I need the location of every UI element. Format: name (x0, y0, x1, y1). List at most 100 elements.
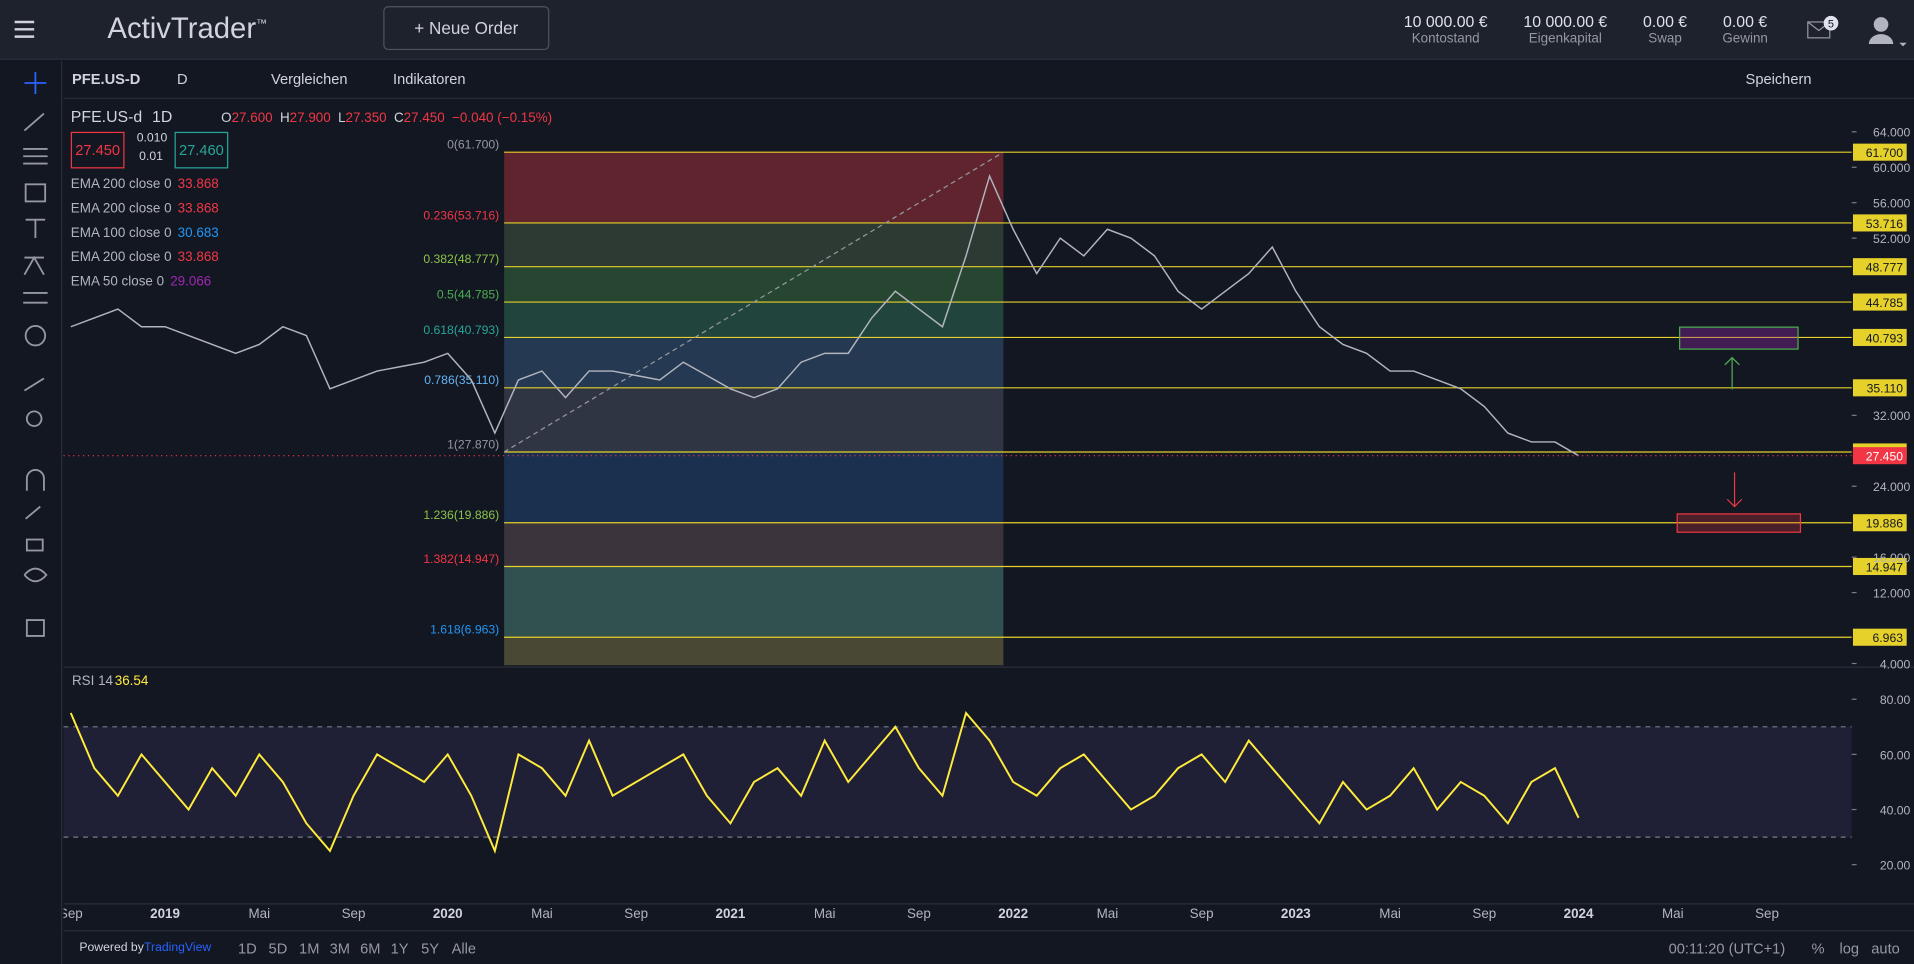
user-icon[interactable] (1868, 13, 1910, 50)
auto-toggle: auto (1871, 939, 1900, 957)
fib-tag-label: 40.793 (1866, 331, 1903, 345)
save-button[interactable]: Speichern (1745, 70, 1812, 88)
range-button[interactable]: Alle (451, 939, 477, 957)
y-tick-label: 24.000 (1873, 480, 1910, 494)
legend-interval: 1D (151, 107, 173, 126)
percent-toggle: % (1811, 939, 1825, 957)
range-button[interactable]: 3M (329, 939, 350, 957)
rsi-line (69, 711, 1580, 854)
ohlc-value: 27.600 (231, 111, 273, 126)
trademark: ™ (256, 17, 268, 30)
ohlc-value: 27.900 (289, 111, 331, 126)
price-line (70, 173, 1579, 457)
range-button[interactable]: 5Y (421, 939, 440, 957)
fib-band (504, 637, 1004, 666)
fib-tag (1852, 557, 1907, 576)
target-up (1679, 326, 1799, 350)
indicator-value: 33.868 (177, 201, 219, 217)
messages-count: 5 (1828, 18, 1834, 30)
x-tick-label: Sep (1755, 906, 1779, 921)
range-button[interactable]: 1D (238, 939, 257, 957)
indicator: EMA 200 close 0 33.868 (71, 177, 219, 192)
x-tick-label: 2020 (433, 906, 463, 921)
fib-tag (1852, 258, 1907, 276)
fib-band (504, 222, 1004, 267)
y-tick-label: 64.000 (1873, 126, 1910, 140)
indicator-value: 33.868 (177, 250, 219, 265)
indicator-name: EMA 200 close 0 (70, 201, 172, 217)
fib-tag-label: 48.777 (1866, 261, 1903, 275)
fib-tag (1852, 214, 1907, 232)
footer: Powered by TradingView 1D 5D 1M 3M 6M 1Y 5Y Alle 0… (63, 930, 1914, 964)
indicator: EMA 50 close 0 29.066 (71, 275, 211, 290)
tool-icons[interactable] (0, 61, 61, 671)
messages-icon[interactable]: 5 (1807, 15, 1844, 44)
stat-value: 10 000.00 € (1403, 12, 1488, 31)
fib-tag-label: 35.110 (1867, 382, 1904, 396)
indicator-value: 29.066 (170, 274, 212, 290)
stat-value: 0.00 € (1643, 12, 1688, 31)
y-tick-label: 56.000 (1873, 197, 1910, 211)
y-tick-label: 40.00 (1880, 803, 1911, 817)
fib-label: 0.5(44.785) (437, 287, 499, 301)
rsi-title: RSI 14 (72, 673, 114, 688)
fib-band (504, 337, 1004, 388)
range-button[interactable]: 6M (360, 939, 381, 957)
x-tick-label: 2019 (150, 906, 180, 921)
ohlc-label: L (338, 111, 346, 126)
symbol[interactable]: PFE.US-D (72, 70, 141, 88)
indicator-value: 30.683 (177, 225, 219, 241)
stat-label: Kontostand (1411, 31, 1480, 47)
last-price-label: 27.450 (1866, 450, 1903, 464)
fib-label: 0.786(35.110) (424, 373, 499, 387)
y-tick-label: 60.00 (1880, 748, 1911, 762)
fib-tag-label: 44.785 (1866, 296, 1903, 310)
ohlc-label: H (279, 111, 290, 126)
y-tick-label: 20.00 (1880, 859, 1911, 873)
new-order-button[interactable]: + Neue Order (383, 6, 550, 51)
range-button[interactable]: 1M (299, 939, 320, 957)
range-button[interactable]: 5D (268, 939, 288, 957)
compare-button[interactable]: Vergleichen (270, 70, 348, 88)
x-tick-label: 2024 (1564, 906, 1594, 921)
fib-tag-label: 14.947 (1866, 560, 1903, 574)
ohlc-value: 27.450 (403, 111, 445, 126)
legend-line: PFE.US-d 1D O27.600 H27.900 L27.350 C27.450 −0… (71, 107, 552, 125)
fib-tag (1852, 143, 1907, 161)
indicator-value: 33.868 (177, 176, 219, 192)
fib-band (504, 152, 1004, 223)
stat-label: Gewinn (1722, 31, 1768, 47)
indicator-name: EMA 200 close 0 (70, 250, 172, 265)
y-tick-label: 60.000 (1873, 161, 1910, 175)
x-tick-label: Sep (1472, 906, 1496, 921)
menu-icon[interactable] (12, 17, 36, 41)
x-tick-label: Mai (531, 906, 553, 921)
indicator-name: EMA 50 close 0 (70, 274, 165, 290)
x-tick-label: 2021 (716, 906, 746, 921)
arrow-down (1726, 472, 1743, 508)
stat-label: Swap (1648, 31, 1682, 47)
interval[interactable]: D (176, 70, 188, 88)
stat-label: Eigenkapital (1528, 31, 1602, 47)
spread-top: 0.010 (136, 131, 168, 146)
indicator: EMA 100 close 0 30.683 (71, 226, 219, 241)
last-price-tag (1852, 447, 1907, 465)
fib-band (504, 566, 1004, 638)
ohlc-value: 27.350 (345, 111, 387, 126)
account-stat: 0.00 € Swap (1643, 12, 1687, 46)
y-tick-label: 32.000 (1873, 409, 1910, 423)
chart-toolbar: PFE.US-D D Vergleichen Indikatoren Speic… (63, 61, 1914, 99)
indicators-button[interactable]: Indikatoren (393, 70, 466, 88)
y-tick-label: 12.000 (1873, 586, 1910, 600)
logo-text: ActivTrader (107, 12, 257, 46)
bid: 27.450 (70, 131, 125, 169)
stat-value: 0.00 € (1723, 12, 1768, 31)
x-tick-label: Sep (342, 906, 366, 921)
range-button[interactable]: 1Y (390, 939, 409, 957)
fib-label: 1.618(6.963) (430, 623, 499, 637)
stat-value: 10 000.00 € (1523, 12, 1608, 31)
x-tick-label: Mai (248, 906, 270, 921)
x-tick-label: Mai (1379, 906, 1401, 921)
drawing-toolbar (0, 61, 63, 964)
